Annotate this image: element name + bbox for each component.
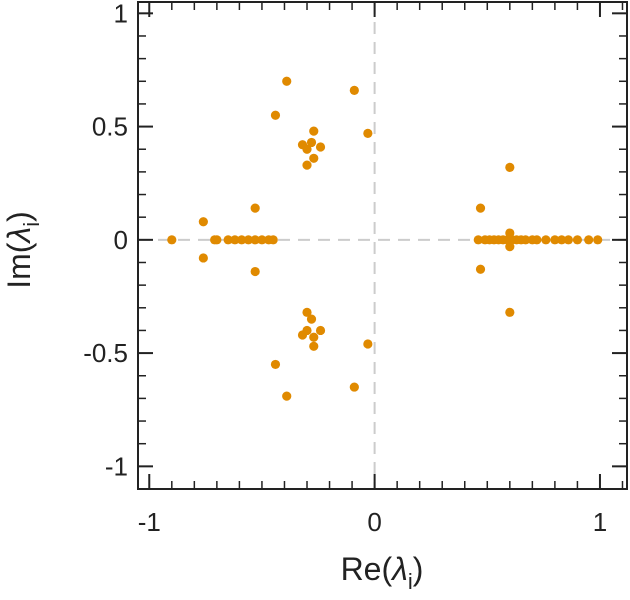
data-point bbox=[306, 137, 317, 148]
data-point bbox=[302, 325, 312, 336]
data-point bbox=[302, 160, 312, 170]
data-point bbox=[475, 203, 486, 213]
data-point bbox=[268, 235, 278, 245]
data-point bbox=[237, 235, 247, 245]
data-point bbox=[363, 339, 373, 349]
x-axis-title-close: ) bbox=[413, 551, 424, 587]
x-axis-title-symbol: λ bbox=[390, 551, 408, 587]
axis-ticks bbox=[138, 2, 627, 490]
data-point bbox=[363, 128, 373, 138]
y-tick-label: 0.5 bbox=[92, 112, 128, 142]
y-tick-label: -0.5 bbox=[83, 338, 128, 368]
data-point bbox=[349, 85, 359, 95]
y-tick-label: 0 bbox=[114, 225, 128, 255]
data-point bbox=[257, 235, 267, 245]
tick-labels: -1 0 1 1 0.5 0 -0.5 -1 bbox=[83, 0, 607, 537]
data-point bbox=[349, 382, 359, 392]
data-point bbox=[309, 341, 319, 351]
data-point bbox=[306, 314, 317, 324]
data-point bbox=[223, 235, 233, 245]
data-point bbox=[584, 235, 594, 245]
y-axis-title: Im(λi) bbox=[1, 211, 44, 289]
data-point bbox=[309, 153, 319, 163]
data-point bbox=[315, 142, 326, 152]
data-point bbox=[282, 391, 292, 401]
plot-frame bbox=[137, 1, 628, 490]
data-point bbox=[198, 253, 208, 263]
data-point bbox=[572, 235, 583, 245]
data-point bbox=[250, 235, 260, 245]
data-point bbox=[557, 235, 567, 245]
data-point bbox=[505, 162, 515, 172]
x-axis-title-subscript: i bbox=[408, 569, 413, 594]
x-tick-label: -1 bbox=[138, 507, 161, 537]
y-tick-label: -1 bbox=[105, 451, 128, 481]
data-point bbox=[282, 76, 292, 86]
data-point bbox=[541, 235, 551, 245]
data-point bbox=[243, 235, 254, 245]
data-point bbox=[473, 235, 483, 245]
data-point bbox=[270, 110, 281, 120]
data-point bbox=[230, 235, 240, 245]
y-axis-title-symbol: λ bbox=[1, 227, 37, 245]
data-point bbox=[309, 126, 319, 136]
y-axis-title-subscript: i bbox=[19, 222, 44, 227]
data-point bbox=[270, 359, 281, 370]
data-point bbox=[302, 144, 312, 154]
data-point bbox=[505, 307, 515, 317]
data-point bbox=[550, 235, 560, 245]
reference-lines bbox=[138, 2, 627, 489]
data-point bbox=[315, 325, 326, 336]
data-point bbox=[475, 264, 486, 274]
data-point bbox=[563, 235, 574, 245]
y-tick-label: 1 bbox=[114, 0, 128, 28]
data-points bbox=[167, 76, 603, 401]
x-axis-title: Re(λi) bbox=[341, 551, 424, 594]
data-point bbox=[198, 217, 208, 227]
data-point bbox=[250, 266, 260, 277]
data-point bbox=[302, 307, 312, 317]
data-point bbox=[520, 235, 531, 245]
x-axis-title-main: Re( bbox=[341, 551, 393, 587]
data-point bbox=[212, 235, 222, 245]
data-point bbox=[250, 203, 260, 213]
y-axis-title-main: Im( bbox=[1, 242, 37, 289]
data-point bbox=[309, 332, 319, 342]
data-point bbox=[532, 235, 542, 245]
x-tick-label: 0 bbox=[367, 507, 381, 537]
y-axis-title-close: ) bbox=[1, 211, 37, 222]
data-point bbox=[167, 235, 177, 245]
x-tick-label: 1 bbox=[593, 507, 607, 537]
data-point bbox=[593, 235, 603, 245]
